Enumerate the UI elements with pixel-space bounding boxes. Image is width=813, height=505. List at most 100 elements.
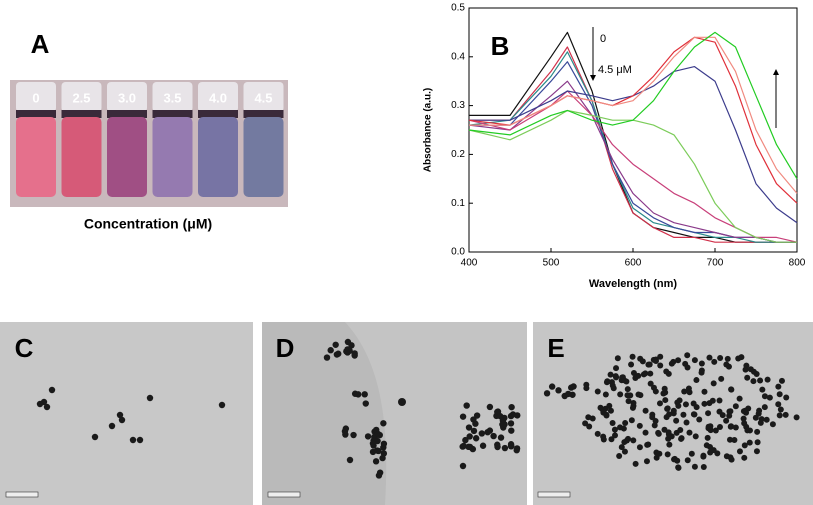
particle [665,370,672,377]
particle [662,397,669,404]
particle [624,392,631,399]
particle [380,420,387,427]
particle [624,386,631,393]
particle [594,388,601,395]
particle [673,417,680,424]
particle [369,440,377,447]
particle [621,448,628,455]
particle [350,431,357,439]
particle [600,433,607,440]
particle [683,419,690,426]
particle [499,421,506,428]
particle [732,403,739,410]
particle [635,391,642,398]
particle [761,404,768,411]
particle [736,395,743,402]
particle [36,400,44,408]
particle [657,353,664,360]
scale-bar [537,491,571,498]
tem-shade [262,322,387,505]
x-tick-label: 800 [789,258,806,269]
particle [670,358,677,365]
particle [647,380,654,387]
particle [712,427,719,434]
particle [666,411,673,418]
particle [497,434,505,441]
panel-label: B [491,31,510,61]
particle [769,421,776,428]
vial-liquid [198,117,238,197]
particle [129,436,137,444]
vial-liquid [243,117,284,197]
vial-top [243,82,284,112]
particle [609,419,616,426]
particle [472,435,480,442]
particle [630,437,637,444]
particle [716,424,723,431]
tem-image [0,322,253,505]
vial-liquid [61,117,102,197]
vial-liquid [107,117,147,197]
particle [743,362,750,369]
particle [744,374,751,381]
particle [742,407,749,414]
particle [351,390,359,397]
particle [486,427,494,434]
particle [684,352,691,359]
particle [754,439,761,446]
vial-label: 2.5 [72,90,90,105]
particle [48,386,56,394]
particle [118,416,126,424]
particle [332,341,339,348]
particle [459,413,467,420]
particle [664,405,671,412]
particle [614,355,621,362]
particle [612,432,619,439]
particle [650,384,657,391]
panel-label: A [31,29,50,59]
particle [625,398,632,405]
scale-bar [5,491,39,498]
particle [459,462,467,470]
particle [752,414,759,421]
particle [462,436,469,444]
spectrum-line [468,80,797,243]
particle [108,422,116,430]
vial-label: 4.5 [254,90,272,105]
particle [664,451,671,458]
particle [775,383,782,390]
particle [632,375,639,382]
particle [376,431,383,439]
particle [618,444,625,451]
particle [732,424,739,431]
vial-top [16,82,56,112]
particle [589,415,596,422]
particle [701,388,708,395]
particle [501,444,509,452]
particle [684,457,691,464]
particle [91,433,99,441]
particle [494,441,501,448]
particle [369,448,377,456]
particle [717,355,724,362]
particle [622,419,629,426]
particle [678,435,685,442]
x-axis-label: Wavelength (nm) [589,278,678,290]
particle [706,354,713,361]
particle [507,441,515,448]
particle [380,440,388,448]
particle [628,417,635,424]
particle [680,411,687,418]
particle [582,420,589,427]
spectrum-line [469,36,798,194]
particle [691,357,698,364]
particle [693,377,700,384]
particle [674,457,681,464]
particle [728,456,735,463]
y-tick-label: 0.3 [451,100,465,111]
particle [609,382,616,389]
particle [728,386,735,393]
particle [757,419,764,426]
particle [603,379,610,386]
particle [611,426,618,433]
